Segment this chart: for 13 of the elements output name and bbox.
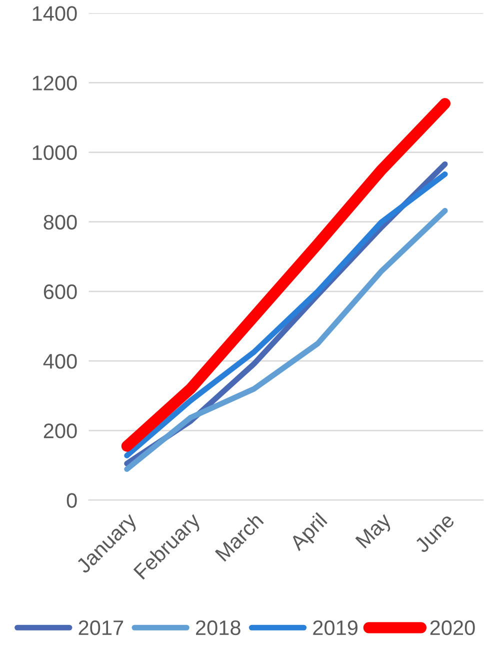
legend-label: 2019: [313, 620, 358, 636]
y-tick-label: 200: [44, 424, 77, 438]
y-tick-label: 800: [44, 214, 77, 230]
y-tick-label: 1000: [32, 145, 77, 160]
y-tick-label: 1200: [32, 76, 77, 90]
y-tick-label: 0: [66, 493, 77, 508]
y-tick-label: 1400: [32, 6, 77, 21]
legend-label: 2020: [430, 620, 475, 636]
x-tick-label: May: [355, 512, 396, 552]
legend-label: 2018: [196, 620, 240, 636]
legend-label: 2017: [78, 620, 124, 636]
y-tick-label: 400: [43, 354, 77, 369]
y-tick-label: 600: [44, 284, 77, 300]
